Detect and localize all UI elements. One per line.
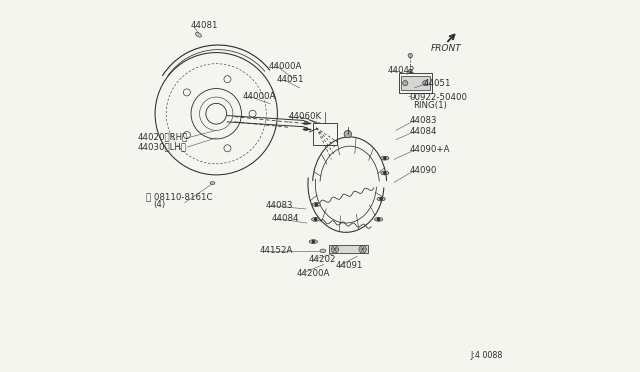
Ellipse shape xyxy=(381,156,389,160)
Text: 44000A: 44000A xyxy=(268,62,301,71)
Text: 44083: 44083 xyxy=(410,116,437,125)
Text: 44081: 44081 xyxy=(191,21,218,30)
Ellipse shape xyxy=(374,218,383,221)
Circle shape xyxy=(312,240,314,243)
Text: Ⓑ 08110-8161C: Ⓑ 08110-8161C xyxy=(146,192,212,201)
Circle shape xyxy=(408,53,412,58)
Text: 44090: 44090 xyxy=(410,166,437,174)
Circle shape xyxy=(344,131,351,138)
Ellipse shape xyxy=(210,182,215,185)
Circle shape xyxy=(422,81,428,86)
Ellipse shape xyxy=(309,240,317,243)
Circle shape xyxy=(378,218,380,221)
Text: (4): (4) xyxy=(153,200,165,209)
Text: 44030〈LH〉: 44030〈LH〉 xyxy=(138,142,187,151)
Text: 44202: 44202 xyxy=(309,255,337,264)
Circle shape xyxy=(315,203,317,206)
Circle shape xyxy=(314,218,317,221)
Circle shape xyxy=(403,81,408,86)
Circle shape xyxy=(359,246,366,253)
Text: FRONT: FRONT xyxy=(431,44,462,52)
Ellipse shape xyxy=(381,171,389,175)
Bar xyxy=(399,73,432,93)
Circle shape xyxy=(384,157,386,159)
Text: 44084: 44084 xyxy=(410,126,437,136)
Text: 44152A: 44152A xyxy=(260,246,293,255)
Text: RING(1): RING(1) xyxy=(413,101,447,110)
Ellipse shape xyxy=(312,203,321,206)
Bar xyxy=(329,245,368,253)
Circle shape xyxy=(408,69,412,73)
Circle shape xyxy=(304,127,308,131)
Ellipse shape xyxy=(195,32,202,37)
Text: 44060K: 44060K xyxy=(289,112,322,121)
Circle shape xyxy=(384,172,386,174)
Text: 00922-50400: 00922-50400 xyxy=(410,93,468,102)
Text: 44051: 44051 xyxy=(424,79,451,88)
Text: 44091: 44091 xyxy=(335,261,363,270)
Text: 44200A: 44200A xyxy=(297,269,330,278)
Text: 44020〈RH〉: 44020〈RH〉 xyxy=(138,132,188,142)
Ellipse shape xyxy=(312,218,319,221)
Circle shape xyxy=(331,246,339,253)
Text: J:4 0088: J:4 0088 xyxy=(470,351,502,360)
Circle shape xyxy=(304,121,308,125)
Ellipse shape xyxy=(377,197,385,201)
Ellipse shape xyxy=(320,249,326,253)
Text: 44090+A: 44090+A xyxy=(410,145,450,154)
Bar xyxy=(401,76,429,90)
Circle shape xyxy=(380,198,382,200)
Text: 44051: 44051 xyxy=(276,75,304,84)
Text: 44000A: 44000A xyxy=(243,92,276,101)
Text: 44042: 44042 xyxy=(387,66,415,75)
Text: 44083: 44083 xyxy=(265,201,292,210)
Bar xyxy=(312,123,337,145)
Text: 44084: 44084 xyxy=(271,214,299,223)
